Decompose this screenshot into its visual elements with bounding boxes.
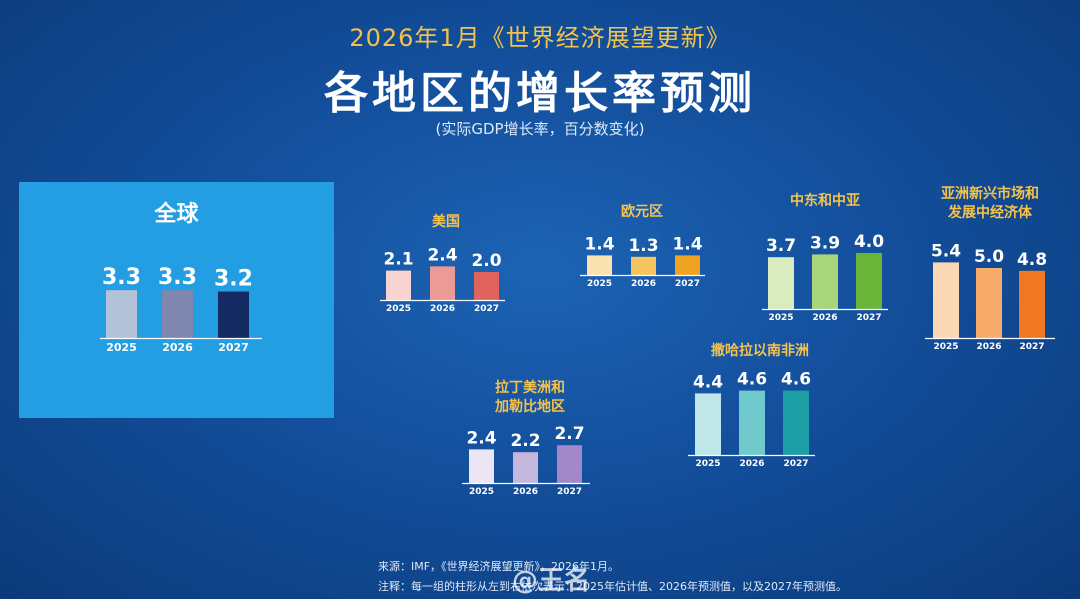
bar-euro-2026 (631, 256, 656, 275)
bar-latam-2026 (513, 452, 538, 483)
region-label-asia-line2: 发展中经济体 (948, 205, 1032, 221)
value-label-ssa-2025: 4.4 (693, 372, 723, 392)
bar-us-2026 (430, 266, 455, 300)
year-label-global-2027: 2027 (218, 341, 249, 354)
bar-global-2026 (162, 290, 193, 338)
chart-global: 3.3 2025 3.3 2026 3.2 2027 (100, 265, 262, 354)
value-label-asia-2025: 5.4 (931, 241, 961, 261)
year-label-asia-2027: 2027 (1019, 342, 1044, 352)
bar-mideast-2025 (768, 257, 794, 309)
chart-euro: 1.4 2025 1.3 2026 1.4 2027 (580, 234, 705, 289)
year-label-latam-2025: 2025 (469, 487, 494, 497)
region-label-ssa: 撒哈拉以南非洲 (711, 343, 809, 359)
value-label-ssa-2026: 4.6 (737, 370, 767, 390)
region-label-latam: 拉丁美洲和 加勒比地区 (470, 379, 590, 417)
year-label-us-2025: 2025 (386, 304, 411, 314)
bar-asia-2026 (976, 268, 1002, 338)
region-label-global: 全球 (154, 202, 199, 227)
bar-euro-2025 (587, 255, 612, 275)
year-label-latam-2027: 2027 (557, 487, 582, 497)
notes-text: 注释：每一组的柱形从左到右依次表示：2025年估计值、2026年预测值，以及20… (378, 580, 847, 593)
region-label-asia: 亚洲新兴市场和 发展中经济体 (920, 185, 1060, 223)
value-label-us-2026: 2.4 (427, 245, 457, 265)
region-label-euro: 欧元区 (621, 204, 663, 220)
chart-latam: 2.4 2025 2.2 2026 2.7 2027 (462, 424, 590, 497)
chart-mideast: 3.7 2025 3.9 2026 4.0 2027 (762, 232, 888, 323)
value-label-euro-2027: 1.4 (672, 234, 702, 254)
value-label-latam-2027: 2.7 (554, 424, 584, 444)
region-label-latam-line1: 拉丁美洲和 (495, 380, 565, 396)
bar-us-2027 (474, 272, 499, 300)
value-label-mideast-2025: 3.7 (766, 236, 796, 256)
value-label-euro-2026: 1.3 (628, 236, 658, 256)
chart-us: 2.1 2025 2.4 2026 2.0 2027 (380, 245, 505, 314)
source-text: 来源：IMF，《世界经济展望更新》，2026年1月。 (378, 560, 620, 573)
value-label-mideast-2027: 4.0 (854, 232, 884, 252)
bar-us-2025 (386, 270, 411, 300)
value-label-asia-2026: 5.0 (974, 247, 1004, 267)
region-label-us: 美国 (432, 214, 460, 230)
bar-ssa-2025 (695, 393, 721, 455)
year-label-us-2026: 2026 (430, 304, 455, 314)
bar-latam-2027 (557, 445, 582, 483)
bar-latam-2025 (469, 449, 494, 483)
year-label-mideast-2025: 2025 (768, 313, 793, 323)
bar-asia-2027 (1019, 270, 1045, 338)
value-label-latam-2026: 2.2 (510, 431, 540, 451)
region-label-mideast: 中东和中亚 (790, 193, 860, 209)
year-label-asia-2026: 2026 (976, 342, 1001, 352)
bar-global-2025 (106, 290, 137, 338)
value-label-asia-2027: 4.8 (1017, 250, 1047, 270)
value-label-ssa-2027: 4.6 (781, 370, 811, 390)
year-label-latam-2026: 2026 (513, 487, 538, 497)
year-label-euro-2025: 2025 (587, 279, 612, 289)
bar-mideast-2027 (856, 253, 882, 309)
year-label-us-2027: 2027 (474, 304, 499, 314)
bar-mideast-2026 (812, 254, 838, 309)
value-label-latam-2025: 2.4 (466, 428, 496, 448)
bar-euro-2027 (675, 255, 700, 275)
region-label-latam-line2: 加勒比地区 (495, 399, 565, 415)
chart-asia: 5.4 2025 5.0 2026 4.8 2027 (925, 241, 1055, 352)
year-label-global-2026: 2026 (162, 341, 193, 354)
value-label-euro-2025: 1.4 (584, 234, 614, 254)
chart-ssa: 4.4 2025 4.6 2026 4.6 2027 (688, 370, 815, 469)
region-label-asia-line1: 亚洲新兴市场和 (941, 186, 1039, 202)
year-label-euro-2027: 2027 (675, 279, 700, 289)
value-label-mideast-2026: 3.9 (810, 233, 840, 253)
report-subtitle: 2026年1月《世界经济展望更新》 (349, 24, 731, 52)
year-label-asia-2025: 2025 (933, 342, 958, 352)
year-label-ssa-2026: 2026 (739, 459, 764, 469)
bar-global-2027 (218, 291, 249, 338)
page-title: 各地区的增长率预测 (324, 68, 756, 119)
watermark: @王名 (512, 566, 591, 596)
bar-ssa-2027 (783, 390, 809, 455)
year-label-mideast-2026: 2026 (812, 313, 837, 323)
value-label-global-2027: 3.2 (214, 267, 253, 292)
value-label-us-2027: 2.0 (471, 251, 501, 271)
units-note: (实际GDP增长率，百分数变化) (435, 120, 645, 138)
bar-asia-2025 (933, 262, 959, 338)
value-label-global-2025: 3.3 (102, 265, 141, 290)
year-label-euro-2026: 2026 (631, 279, 656, 289)
value-label-us-2025: 2.1 (383, 250, 413, 270)
year-label-mideast-2027: 2027 (856, 313, 881, 323)
year-label-ssa-2027: 2027 (783, 459, 808, 469)
bar-ssa-2026 (739, 390, 765, 455)
value-label-global-2026: 3.3 (158, 265, 197, 290)
year-label-global-2025: 2025 (106, 341, 137, 354)
year-label-ssa-2025: 2025 (695, 459, 720, 469)
